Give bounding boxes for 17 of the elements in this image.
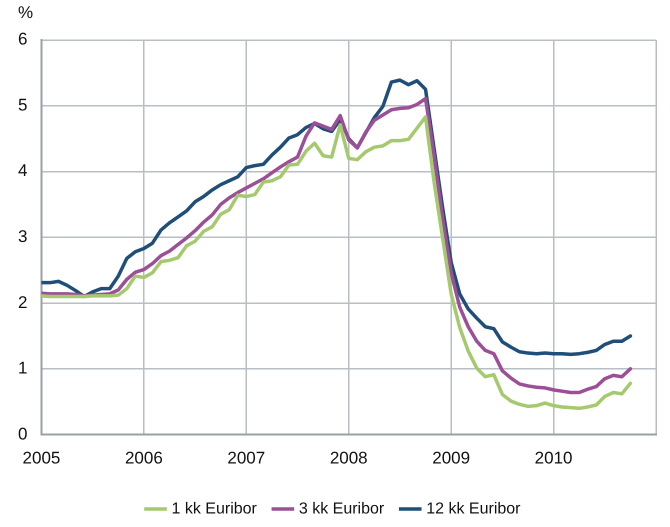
legend-label: 12 kk Euribor [426, 500, 522, 518]
legend-label: 1 kk Euribor [172, 500, 258, 518]
y-tick-label: 2 [18, 292, 28, 312]
y-tick-label: 4 [18, 161, 28, 180]
x-tick-label: 2008 [330, 448, 368, 468]
x-tick-label: 2009 [432, 448, 470, 468]
y-tick-label: 3 [18, 226, 28, 246]
x-tick-label: 2006 [124, 448, 163, 468]
legend-label: 3 kk Euribor [298, 500, 385, 518]
y-axis-title: % [18, 3, 34, 22]
x-tick-label: 2007 [227, 448, 266, 468]
x-tick-label: 2010 [534, 448, 572, 468]
x-tick-label: 2005 [22, 448, 60, 468]
y-tick-label: 0 [18, 424, 28, 444]
y-tick-label: 6 [18, 30, 28, 49]
y-tick-label: 1 [18, 358, 28, 378]
y-tick-label: 5 [18, 95, 28, 114]
